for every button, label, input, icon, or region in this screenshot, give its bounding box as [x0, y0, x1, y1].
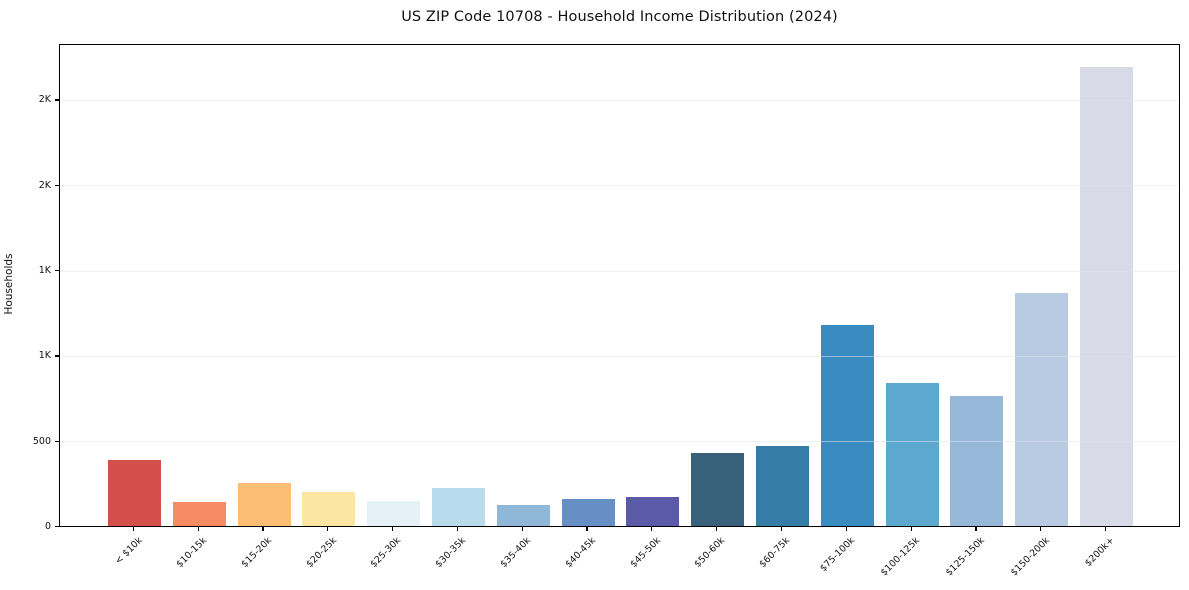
x-tick-label: $125-150k [943, 535, 987, 579]
x-tick-mark [262, 527, 264, 531]
y-tick-label: 0 [44, 521, 51, 532]
x-tick-mark [780, 527, 783, 531]
bar-$35-40k [496, 505, 550, 526]
x-tick-mark [197, 527, 199, 531]
x-tick-label: $10-15k [174, 535, 209, 570]
x-tick-label: $15-20k [238, 535, 274, 570]
y-tick-mark [55, 269, 59, 272]
x-tick-label: $20-25k [303, 535, 339, 570]
x-tick-label: $25-30k [368, 535, 404, 570]
bar-$25-30k [367, 500, 421, 526]
x-tick-mark [392, 527, 394, 531]
x-tick-mark [456, 527, 459, 531]
x-tick-label: $60-75k [757, 535, 793, 570]
bar-< $10k [107, 460, 161, 526]
bar-$20-25k [302, 491, 356, 526]
x-tick-mark [651, 527, 653, 531]
gridline-1K [60, 356, 1179, 358]
x-tick-mark [1040, 527, 1042, 531]
y-tick-mark [55, 526, 59, 528]
gridline-500 [60, 441, 1179, 443]
y-tick-label: 2K [38, 179, 51, 191]
gridline-1K [60, 270, 1179, 272]
x-tick-label: $100-125k [878, 535, 922, 579]
y-tick-mark [55, 355, 59, 357]
gridline-2K [60, 185, 1179, 187]
gridline-2K [60, 100, 1179, 102]
bar-$15-20k [237, 483, 291, 526]
x-tick-label: $35-40k [498, 535, 534, 570]
x-tick-mark [132, 527, 134, 531]
x-tick-mark [327, 527, 329, 531]
x-tick-label: $45-50k [627, 535, 663, 570]
x-tick-label: $75-100k [818, 535, 858, 575]
x-tick-label: $40-45k [562, 535, 598, 570]
y-tick-mark [55, 99, 59, 101]
chart-title: US ZIP Code 10708 - Household Income Dis… [401, 9, 838, 25]
bar-$60-75k [756, 445, 810, 526]
x-tick-mark [910, 527, 912, 531]
y-tick-label: 500 [32, 435, 51, 447]
x-tick-label: $50-60k [692, 535, 728, 570]
x-tick-mark [521, 527, 523, 531]
y-tick-label: 1K [38, 350, 51, 362]
x-tick-mark [586, 527, 588, 531]
x-tick-label: < $10k [112, 535, 145, 567]
bar-$125-150k [950, 396, 1004, 526]
bar-$40-45k [561, 498, 615, 526]
bar-$100-125k [885, 382, 939, 526]
x-tick-mark [1104, 527, 1107, 531]
x-tick-mark [716, 527, 718, 531]
x-tick-label: $200k+ [1082, 535, 1117, 569]
plot-area [59, 44, 1180, 527]
x-tick-label: $150-200k [1008, 535, 1052, 579]
y-tick-mark [55, 184, 59, 186]
bar-$200k+ [1080, 66, 1134, 526]
bar-$45-50k [626, 496, 680, 526]
y-axis-title: Households [3, 253, 15, 315]
bar-$10-15k [172, 502, 226, 526]
y-tick-label: 1K [38, 264, 51, 276]
x-tick-mark [975, 527, 977, 531]
bar-$30-35k [431, 487, 485, 526]
bar-$50-60k [691, 452, 745, 526]
x-tick-mark [845, 527, 847, 531]
y-tick-label: 2K [38, 94, 51, 106]
y-tick-mark [55, 440, 59, 442]
x-tick-label: $30-35k [433, 535, 469, 570]
bar-$150-200k [1015, 293, 1069, 526]
bar-$75-100k [820, 324, 874, 526]
